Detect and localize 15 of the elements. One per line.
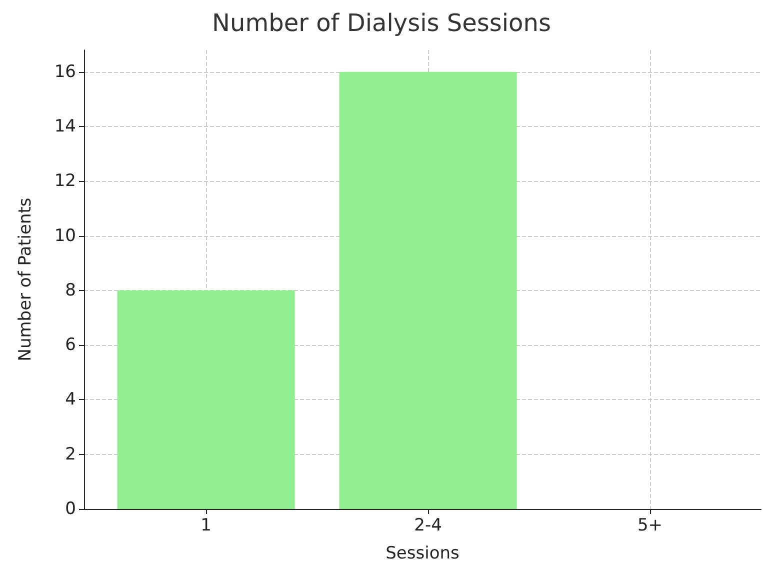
- y-tick-label: 8: [65, 280, 76, 300]
- x-tick-label: 2-4: [414, 516, 442, 536]
- y-tick-label: 4: [65, 390, 76, 410]
- y-tick-label: 12: [54, 171, 76, 192]
- chart-title: Number of Dialysis Sessions: [212, 9, 551, 37]
- y-tick-label: 2: [65, 444, 76, 464]
- x-tick-label: 1: [200, 516, 212, 536]
- y-tick-label: 14: [54, 116, 76, 136]
- x-axis-title: Sessions: [386, 544, 460, 564]
- y-axis-title: Number of Patients: [16, 198, 36, 362]
- y-tick-label: 16: [54, 62, 76, 82]
- y-tick-label: 10: [54, 226, 76, 246]
- y-tick-label: 0: [65, 499, 76, 519]
- x-tick-label: 5+: [637, 516, 663, 536]
- y-tick-label: 6: [65, 335, 76, 356]
